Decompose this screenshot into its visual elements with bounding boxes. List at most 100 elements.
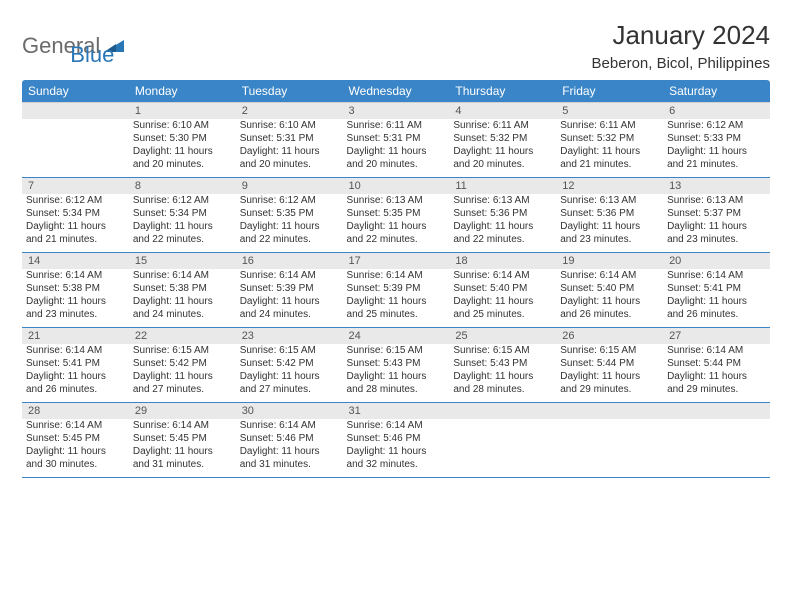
sunrise-text: Sunrise: 6:10 AM: [240, 119, 339, 132]
daylight-text-2: and 28 minutes.: [453, 383, 552, 396]
day-number-cell: 16: [236, 253, 343, 270]
day-number-cell: 20: [663, 253, 770, 270]
day-cell: Sunrise: 6:14 AMSunset: 5:46 PMDaylight:…: [343, 419, 450, 478]
weekday-header: Tuesday: [236, 80, 343, 103]
day-number-cell: [449, 403, 556, 420]
day-cell: Sunrise: 6:13 AMSunset: 5:36 PMDaylight:…: [449, 194, 556, 253]
sunrise-text: Sunrise: 6:13 AM: [560, 194, 659, 207]
day-cell: Sunrise: 6:14 AMSunset: 5:40 PMDaylight:…: [449, 269, 556, 328]
sunrise-text: Sunrise: 6:14 AM: [240, 419, 339, 432]
day-cell: Sunrise: 6:10 AMSunset: 5:31 PMDaylight:…: [236, 119, 343, 178]
sunset-text: Sunset: 5:39 PM: [347, 282, 446, 295]
sunset-text: Sunset: 5:34 PM: [133, 207, 232, 220]
sunrise-text: Sunrise: 6:12 AM: [26, 194, 125, 207]
day-cell: Sunrise: 6:10 AMSunset: 5:30 PMDaylight:…: [129, 119, 236, 178]
daylight-text-2: and 26 minutes.: [26, 383, 125, 396]
day-number-cell: 29: [129, 403, 236, 420]
weekday-header: Thursday: [449, 80, 556, 103]
weekday-header: Monday: [129, 80, 236, 103]
sunrise-text: Sunrise: 6:12 AM: [240, 194, 339, 207]
day-number-cell: 21: [22, 328, 129, 345]
location: Beberon, Bicol, Philippines: [592, 55, 770, 72]
sunset-text: Sunset: 5:36 PM: [453, 207, 552, 220]
sunrise-text: Sunrise: 6:10 AM: [133, 119, 232, 132]
sunrise-text: Sunrise: 6:11 AM: [560, 119, 659, 132]
sunset-text: Sunset: 5:43 PM: [347, 357, 446, 370]
sunset-text: Sunset: 5:32 PM: [453, 132, 552, 145]
sunrise-text: Sunrise: 6:14 AM: [26, 344, 125, 357]
week-row: Sunrise: 6:12 AMSunset: 5:34 PMDaylight:…: [22, 194, 770, 253]
daylight-text: Daylight: 11 hours: [347, 145, 446, 158]
day-number-cell: 11: [449, 178, 556, 195]
day-cell: Sunrise: 6:15 AMSunset: 5:44 PMDaylight:…: [556, 344, 663, 403]
day-number-cell: 24: [343, 328, 450, 345]
day-cell: Sunrise: 6:14 AMSunset: 5:38 PMDaylight:…: [22, 269, 129, 328]
daylight-text: Daylight: 11 hours: [453, 370, 552, 383]
sunrise-text: Sunrise: 6:13 AM: [667, 194, 766, 207]
sunset-text: Sunset: 5:32 PM: [560, 132, 659, 145]
sunset-text: Sunset: 5:38 PM: [133, 282, 232, 295]
weekday-header: Friday: [556, 80, 663, 103]
sunrise-text: Sunrise: 6:15 AM: [560, 344, 659, 357]
daylight-text-2: and 28 minutes.: [347, 383, 446, 396]
day-cell: Sunrise: 6:14 AMSunset: 5:39 PMDaylight:…: [236, 269, 343, 328]
sunset-text: Sunset: 5:40 PM: [453, 282, 552, 295]
sunset-text: Sunset: 5:34 PM: [26, 207, 125, 220]
day-cell: Sunrise: 6:14 AMSunset: 5:40 PMDaylight:…: [556, 269, 663, 328]
sunrise-text: Sunrise: 6:15 AM: [453, 344, 552, 357]
week-row: Sunrise: 6:14 AMSunset: 5:45 PMDaylight:…: [22, 419, 770, 478]
day-number-cell: [22, 103, 129, 120]
sunrise-text: Sunrise: 6:14 AM: [26, 419, 125, 432]
daylight-text-2: and 32 minutes.: [347, 458, 446, 471]
sunrise-text: Sunrise: 6:15 AM: [347, 344, 446, 357]
sunset-text: Sunset: 5:38 PM: [26, 282, 125, 295]
daynum-row: 21222324252627: [22, 328, 770, 345]
daylight-text: Daylight: 11 hours: [560, 220, 659, 233]
day-number-cell: 5: [556, 103, 663, 120]
daylight-text: Daylight: 11 hours: [26, 370, 125, 383]
sunrise-text: Sunrise: 6:15 AM: [240, 344, 339, 357]
sunset-text: Sunset: 5:42 PM: [133, 357, 232, 370]
sunset-text: Sunset: 5:33 PM: [667, 132, 766, 145]
week-row: Sunrise: 6:14 AMSunset: 5:41 PMDaylight:…: [22, 344, 770, 403]
day-number-cell: 30: [236, 403, 343, 420]
daynum-row: 123456: [22, 103, 770, 120]
day-cell: Sunrise: 6:14 AMSunset: 5:41 PMDaylight:…: [22, 344, 129, 403]
day-number-cell: 28: [22, 403, 129, 420]
daynum-row: 78910111213: [22, 178, 770, 195]
day-number-cell: 31: [343, 403, 450, 420]
sunset-text: Sunset: 5:41 PM: [26, 357, 125, 370]
day-number-cell: 9: [236, 178, 343, 195]
daylight-text-2: and 24 minutes.: [133, 308, 232, 321]
daylight-text-2: and 25 minutes.: [347, 308, 446, 321]
sunrise-text: Sunrise: 6:14 AM: [240, 269, 339, 282]
daylight-text-2: and 23 minutes.: [667, 233, 766, 246]
daylight-text: Daylight: 11 hours: [560, 145, 659, 158]
sunrise-text: Sunrise: 6:14 AM: [133, 419, 232, 432]
day-cell: [22, 119, 129, 178]
daylight-text: Daylight: 11 hours: [26, 295, 125, 308]
daylight-text: Daylight: 11 hours: [240, 220, 339, 233]
weekday-header: Wednesday: [343, 80, 450, 103]
sunset-text: Sunset: 5:30 PM: [133, 132, 232, 145]
day-number-cell: 4: [449, 103, 556, 120]
day-cell: Sunrise: 6:15 AMSunset: 5:42 PMDaylight:…: [129, 344, 236, 403]
daylight-text: Daylight: 11 hours: [133, 370, 232, 383]
daylight-text-2: and 20 minutes.: [347, 158, 446, 171]
day-cell: Sunrise: 6:12 AMSunset: 5:35 PMDaylight:…: [236, 194, 343, 253]
sunset-text: Sunset: 5:46 PM: [347, 432, 446, 445]
daylight-text: Daylight: 11 hours: [347, 445, 446, 458]
sunset-text: Sunset: 5:37 PM: [667, 207, 766, 220]
day-cell: Sunrise: 6:14 AMSunset: 5:46 PMDaylight:…: [236, 419, 343, 478]
sunset-text: Sunset: 5:39 PM: [240, 282, 339, 295]
daylight-text: Daylight: 11 hours: [453, 145, 552, 158]
daylight-text: Daylight: 11 hours: [347, 295, 446, 308]
daylight-text-2: and 22 minutes.: [240, 233, 339, 246]
day-cell: [449, 419, 556, 478]
day-number-cell: 10: [343, 178, 450, 195]
sunrise-text: Sunrise: 6:11 AM: [453, 119, 552, 132]
day-cell: Sunrise: 6:11 AMSunset: 5:32 PMDaylight:…: [449, 119, 556, 178]
daylight-text-2: and 20 minutes.: [133, 158, 232, 171]
day-number-cell: 3: [343, 103, 450, 120]
month-title: January 2024: [592, 20, 770, 51]
